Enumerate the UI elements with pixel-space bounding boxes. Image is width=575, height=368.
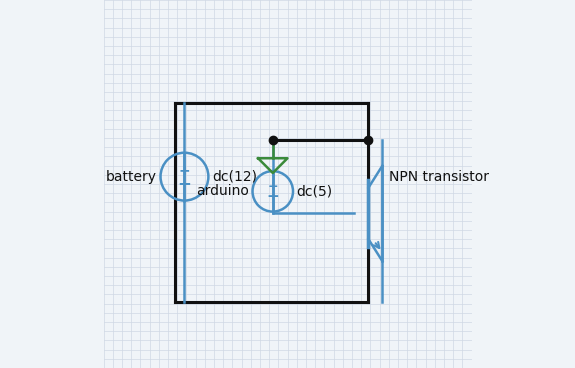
Text: dc(12): dc(12) [212, 170, 257, 184]
Text: dc(5): dc(5) [297, 184, 333, 198]
Text: +: + [267, 180, 278, 193]
Text: arduino: arduino [196, 184, 249, 198]
Text: NPN transistor: NPN transistor [389, 170, 489, 184]
Text: −: − [266, 190, 279, 204]
Text: battery: battery [106, 170, 157, 184]
Text: −: − [178, 174, 191, 192]
Text: +: + [179, 164, 190, 178]
